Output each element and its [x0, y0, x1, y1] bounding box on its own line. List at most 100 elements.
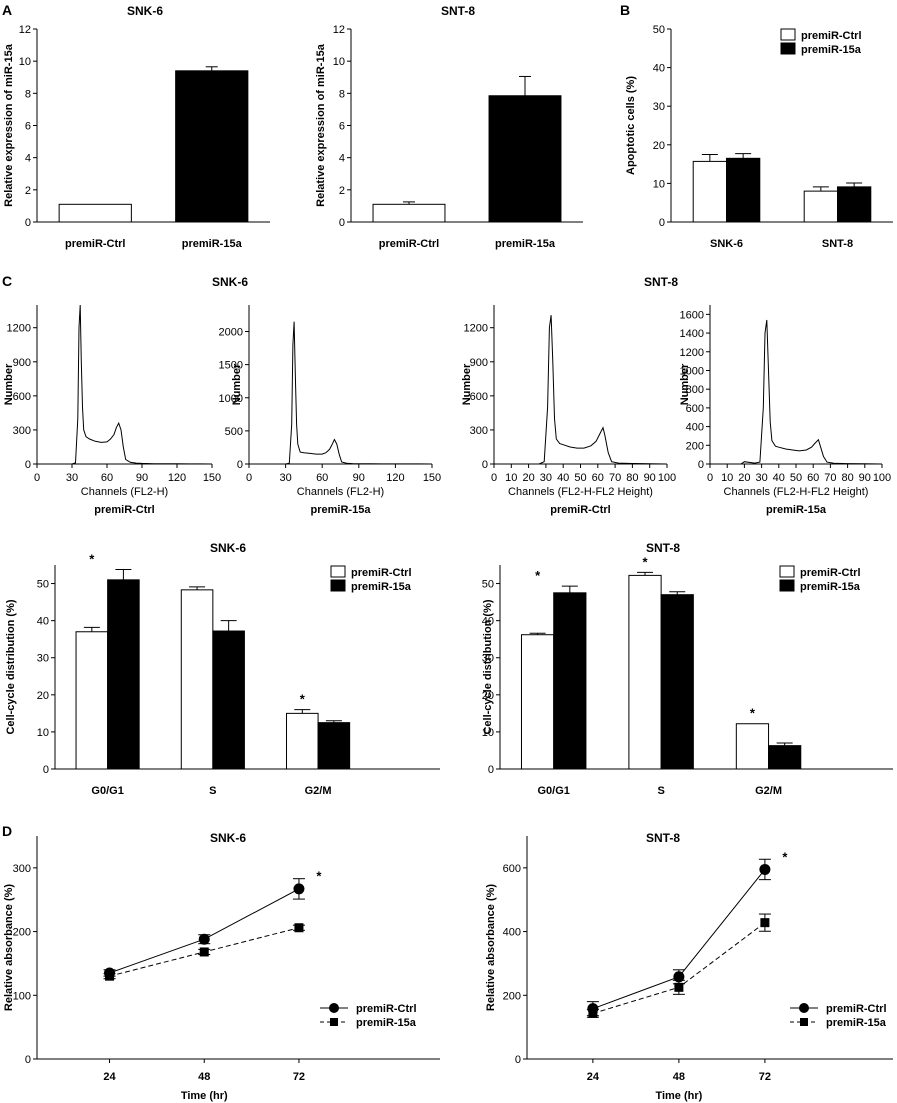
x-tick-label: 0	[491, 472, 497, 484]
x-tick-label: 90	[644, 472, 656, 484]
x-tick-label: 50	[790, 472, 802, 484]
x-tick-label: premiR-Ctrl	[379, 238, 440, 250]
x-tick-label: 30	[66, 472, 78, 484]
bar-chart-a1: 0 2 4 6 8 10 12 Relative expression of miR-15a S…	[3, 4, 270, 250]
data-point	[674, 982, 684, 992]
panel-letter-d: D	[2, 823, 12, 839]
legend-label: premiR-Ctrl	[356, 1003, 417, 1015]
x-tick-label: G2/M	[305, 785, 332, 797]
y-axis-label: Cell-cycle distribution (%)	[482, 599, 494, 734]
bar	[628, 574, 662, 770]
x-tick-label: SNK-6	[710, 238, 743, 250]
histogram-caption: premiR-15a	[311, 504, 372, 516]
x-tick-label: 24	[103, 1071, 116, 1083]
legend-swatch	[780, 42, 796, 55]
x-tick-label: 60	[807, 472, 819, 484]
significance-marker: *	[535, 568, 541, 583]
x-tick-label: 10	[505, 472, 517, 484]
x-tick-label: 120	[386, 472, 404, 484]
y-tick-label: 40	[37, 616, 49, 628]
x-tick-label: 70	[609, 472, 621, 484]
chart-title: SNT-8	[646, 831, 680, 845]
data-point	[760, 918, 770, 928]
y-tick-label: 0	[698, 459, 704, 471]
legend-label: premiR-15a	[800, 581, 861, 593]
bar	[735, 723, 770, 770]
x-tick-label: 150	[203, 472, 221, 484]
x-tick-label: 20	[738, 472, 750, 484]
y-tick-label: 1500	[219, 360, 243, 372]
x-tick-label: 150	[423, 472, 441, 484]
x-tick-label: 0	[246, 472, 252, 484]
x-tick-label: 70	[824, 472, 836, 484]
chart-title: SNT-8	[441, 4, 475, 18]
bar	[286, 712, 319, 770]
bar	[660, 594, 694, 770]
y-tick-label: 2	[339, 185, 345, 197]
data-point	[199, 947, 209, 957]
y-tick-label: 0	[43, 764, 49, 776]
y-tick-label: 1200	[464, 323, 488, 335]
legend-label: premiR-Ctrl	[826, 1003, 887, 1015]
histogram-caption: premiR-Ctrl	[94, 504, 155, 516]
line-chart-d1: 0 100 200 300 Relative absorbance (%) 24 48 72 T…	[3, 831, 440, 1102]
bar-chart-c5: 0 10 20 30 40 50 Cell-cycle distribution (%) SN…	[5, 541, 440, 797]
legend-label: premiR-15a	[356, 1017, 417, 1029]
legend-swatch	[330, 565, 346, 578]
bar-chart-b: 0 10 20 30 40 50 Apoptotic cells (%) SNK-6 SNT-8…	[625, 24, 893, 250]
y-tick-label: 2	[25, 185, 31, 197]
bar	[553, 592, 587, 770]
data-point	[105, 971, 115, 981]
line-chart-d2: 0 200 400 600 Relative absorbance (%) 24 48 72 T…	[485, 831, 893, 1102]
y-tick-label: 12	[333, 24, 345, 36]
x-axis-label: Channels (FL2-H-FL2 Height)	[724, 486, 869, 498]
data-point	[293, 883, 305, 895]
bar	[837, 186, 872, 223]
y-tick-label: 20	[37, 690, 49, 702]
significance-marker: *	[316, 869, 322, 884]
bar	[175, 70, 249, 223]
data-point	[673, 971, 685, 983]
y-tick-label: 900	[470, 357, 488, 369]
x-tick-label: 40	[557, 472, 569, 484]
y-tick-label: 0	[237, 459, 243, 471]
y-tick-label: 400	[503, 927, 521, 939]
y-tick-label: 600	[13, 391, 31, 403]
y-tick-label: 30	[37, 653, 49, 665]
legend-swatch	[330, 579, 346, 592]
x-tick-label: premiR-Ctrl	[65, 238, 126, 250]
y-tick-label: 10	[19, 56, 31, 68]
y-tick-label: 200	[13, 927, 31, 939]
x-tick-label: 40	[773, 472, 785, 484]
y-tick-label: 8	[339, 88, 345, 100]
y-tick-label: 1200	[680, 347, 704, 359]
bar	[372, 203, 446, 223]
x-tick-label: 90	[353, 472, 365, 484]
legend-label: premiR-Ctrl	[800, 567, 861, 579]
x-tick-label: 100	[658, 472, 676, 484]
histogram-c3: 0 300 600 900 1200 Number 0 10 20 30 40 50 60 70 80 90 1…	[461, 305, 676, 516]
y-tick-label: 0	[659, 217, 665, 229]
x-tick-label: 50	[574, 472, 586, 484]
x-tick-label: G2/M	[755, 785, 782, 797]
y-tick-label: 40	[653, 63, 665, 75]
y-tick-label: 50	[37, 579, 49, 591]
x-tick-label: S	[209, 785, 216, 797]
histogram-trace	[71, 304, 213, 465]
x-tick-label: premiR-15a	[495, 238, 556, 250]
x-tick-label: 90	[859, 472, 871, 484]
legend-marker	[800, 1018, 808, 1026]
x-tick-label: 90	[136, 472, 148, 484]
x-tick-label: 60	[316, 472, 328, 484]
y-tick-label: 6	[339, 121, 345, 133]
y-tick-label: 900	[13, 357, 31, 369]
x-tick-label: 30	[279, 472, 291, 484]
x-tick-label: 48	[673, 1071, 685, 1083]
x-axis-label: Channels (FL2-H)	[297, 486, 384, 498]
x-tick-label: SNT-8	[822, 238, 853, 250]
legend-label: premiR-15a	[801, 44, 862, 56]
y-tick-label: 8	[25, 88, 31, 100]
legend-swatch	[779, 565, 795, 578]
x-axis-label: Channels (FL2-H)	[81, 486, 168, 498]
